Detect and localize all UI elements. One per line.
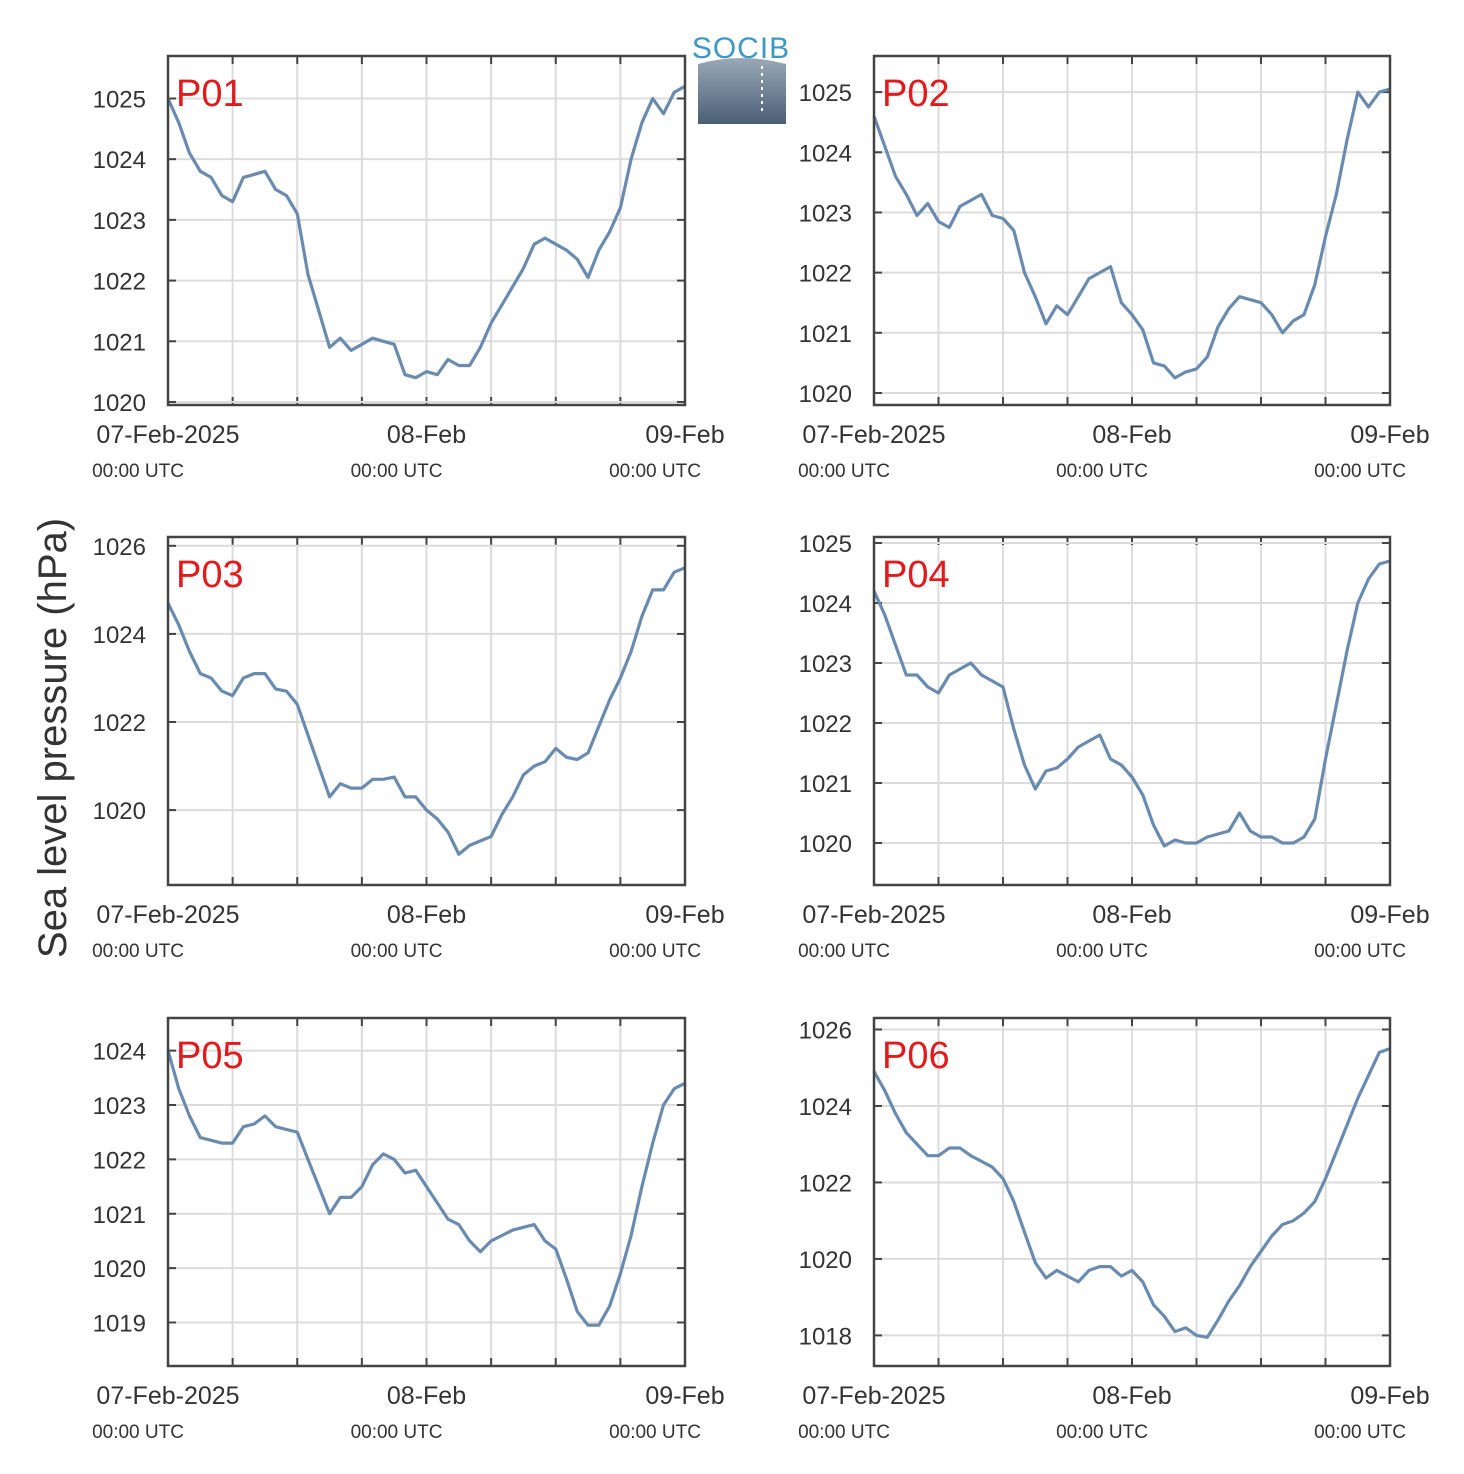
p03-x-tick-label: 09-Feb (645, 901, 724, 929)
p04-y-tick-label: 1021 (799, 771, 852, 798)
p04-y-tick-label: 1022 (799, 711, 852, 738)
p02-y-tick-label: 1024 (799, 140, 852, 167)
p01-x-tick-label: 07-Feb-2025 (96, 421, 239, 449)
p05-y-tick-label: 1024 (93, 1039, 146, 1066)
p01-axes-frame (166, 54, 687, 407)
p05-x-tick-sublabel: 00:00 UTC (351, 1422, 443, 1443)
p01-x-tick-label: 09-Feb (645, 421, 724, 449)
p02-y-tick-label: 1023 (799, 200, 852, 227)
p01-y-tick-label: 1025 (93, 86, 146, 113)
p04-y-tick-label: 1023 (799, 651, 852, 678)
p04-x-tick-label: 09-Feb (1350, 901, 1429, 929)
p03-y-tick-label: 1024 (93, 622, 146, 649)
panel-p05: 1019 1020 1021 1022 1023 1024 07-Feb-2025 00:00… (92, 1016, 725, 1443)
p05-x-tick-sublabel: 00:00 UTC (609, 1422, 701, 1443)
p05-x-tick-label: 08-Feb (387, 1382, 466, 1410)
y-axis-label: Sea level pressure (hPa) (31, 518, 75, 958)
p05-x-tick-label: 09-Feb (645, 1382, 724, 1410)
p03-axes-frame (166, 535, 687, 887)
p03-x-tick-sublabel: 00:00 UTC (92, 941, 184, 962)
p05-series-line (166, 1050, 686, 1327)
socib-logo: SOCIB (692, 32, 789, 124)
p06-y-tick-label: 1018 (799, 1323, 852, 1350)
p03-x-tick-label: 07-Feb-2025 (96, 901, 239, 929)
p02-x-tick-sublabel: 00:00 UTC (1056, 461, 1148, 482)
p03-series-line (166, 566, 686, 856)
p05-x-tick-sublabel: 00:00 UTC (92, 1422, 184, 1443)
p03-x-tick-sublabel: 00:00 UTC (609, 941, 701, 962)
p06-y-tick-label: 1020 (799, 1247, 852, 1274)
p06-x-tick-label: 07-Feb-2025 (802, 1382, 945, 1410)
panel-p06: 1018 1020 1022 1024 1026 07-Feb-2025 00:00 UTC… (798, 1016, 1430, 1443)
p04-y-tick-label: 1020 (799, 831, 852, 858)
p06-x-tick-sublabel: 00:00 UTC (1314, 1422, 1406, 1443)
p06-x-tick-label: 09-Feb (1350, 1382, 1429, 1410)
p02-x-tick-label: 07-Feb-2025 (802, 421, 945, 449)
p04-panel-label: P04 (882, 554, 950, 596)
p05-y-tick-label: 1020 (93, 1256, 146, 1283)
p06-x-tick-label: 08-Feb (1092, 1382, 1171, 1410)
p03-y-tick-label: 1022 (93, 710, 146, 737)
p01-y-tick-label: 1023 (93, 208, 146, 235)
p01-x-tick-label: 08-Feb (387, 421, 466, 449)
p05-x-tick-label: 07-Feb-2025 (96, 1382, 239, 1410)
p06-series-line (872, 1047, 1391, 1339)
p05-y-tick-label: 1022 (93, 1147, 146, 1174)
p02-x-tick-label: 08-Feb (1092, 421, 1171, 449)
panel-p01: 1020 1021 1022 1023 1024 1025 07-Feb-2025 00:00… (92, 54, 725, 482)
panel-p03: 1020 1022 1024 1026 07-Feb-2025 00:00 UTC 08-F… (92, 534, 725, 962)
p04-x-tick-label: 07-Feb-2025 (802, 901, 945, 929)
p04-axes-frame (872, 535, 1392, 887)
p01-y-tick-label: 1021 (93, 329, 146, 356)
p06-axes-frame (872, 1016, 1392, 1368)
p04-series-line (872, 559, 1391, 848)
panel-p02: 1020 1021 1022 1023 1024 1025 07-Feb-2025 00:00… (798, 54, 1430, 482)
p06-y-tick-label: 1024 (799, 1094, 852, 1121)
p02-x-tick-sublabel: 00:00 UTC (1314, 461, 1406, 482)
p03-y-tick-label: 1026 (93, 534, 146, 561)
logo-wave-mark (698, 58, 786, 124)
p01-y-tick-label: 1022 (93, 269, 146, 296)
p01-x-tick-sublabel: 00:00 UTC (609, 461, 701, 482)
p06-y-tick-label: 1022 (799, 1170, 852, 1197)
p05-panel-label: P05 (176, 1035, 244, 1077)
p03-x-tick-sublabel: 00:00 UTC (351, 941, 443, 962)
p04-y-tick-label: 1025 (799, 531, 852, 558)
p01-x-tick-sublabel: 00:00 UTC (92, 461, 184, 482)
p04-y-tick-label: 1024 (799, 591, 852, 618)
p04-x-tick-label: 08-Feb (1092, 901, 1171, 929)
p01-panel-label: P01 (176, 73, 244, 115)
p02-x-tick-label: 09-Feb (1350, 421, 1429, 449)
p01-y-tick-label: 1024 (93, 147, 146, 174)
p02-y-tick-label: 1020 (799, 381, 852, 408)
p02-x-tick-sublabel: 00:00 UTC (798, 461, 890, 482)
p04-x-tick-sublabel: 00:00 UTC (798, 941, 890, 962)
p01-series-line (166, 84, 686, 380)
p02-y-tick-label: 1022 (799, 261, 852, 288)
p02-y-tick-label: 1021 (799, 321, 852, 348)
p05-axes-frame (166, 1016, 687, 1368)
p01-y-tick-label: 1020 (93, 390, 146, 417)
p04-x-tick-sublabel: 00:00 UTC (1056, 941, 1148, 962)
p06-panel-label: P06 (882, 1035, 950, 1077)
p01-x-tick-sublabel: 00:00 UTC (351, 461, 443, 482)
p05-y-tick-label: 1023 (93, 1093, 146, 1120)
p02-series-line (872, 87, 1391, 380)
p06-x-tick-sublabel: 00:00 UTC (798, 1422, 890, 1443)
p02-y-tick-label: 1025 (799, 80, 852, 107)
p02-panel-label: P02 (882, 73, 950, 115)
p06-y-tick-label: 1026 (799, 1017, 852, 1044)
p03-panel-label: P03 (176, 554, 244, 596)
p03-y-tick-label: 1020 (93, 798, 146, 825)
p05-y-tick-label: 1019 (93, 1311, 146, 1338)
p04-x-tick-sublabel: 00:00 UTC (1314, 941, 1406, 962)
panel-p04: 1020 1021 1022 1023 1024 1025 07-Feb-2025 00:00… (798, 531, 1430, 962)
p02-axes-frame (872, 54, 1392, 407)
p06-x-tick-sublabel: 00:00 UTC (1056, 1422, 1148, 1443)
p03-x-tick-label: 08-Feb (387, 901, 466, 929)
p05-y-tick-label: 1021 (93, 1202, 146, 1229)
